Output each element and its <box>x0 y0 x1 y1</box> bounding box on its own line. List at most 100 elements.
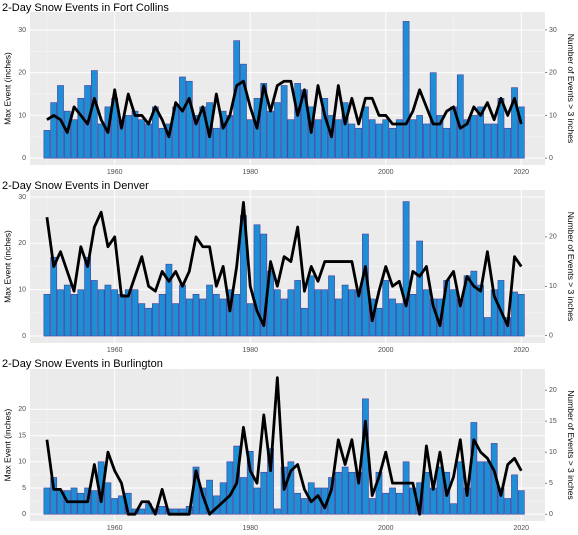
bar <box>158 127 166 159</box>
bar <box>260 471 268 515</box>
bar <box>77 289 85 337</box>
y-tick-label: 0 <box>22 511 26 518</box>
bar <box>246 303 254 337</box>
bar <box>504 498 512 515</box>
y2-tick-label: 15 <box>549 418 557 425</box>
y-tick-label: 20 <box>18 70 26 77</box>
x-tick-label: 2000 <box>378 169 394 176</box>
y2-tick-label: 30 <box>549 27 557 34</box>
bar <box>395 492 403 515</box>
bar <box>63 110 71 159</box>
bar <box>450 289 457 337</box>
bar <box>97 123 105 159</box>
bar <box>389 298 396 337</box>
line-series <box>45 200 523 328</box>
bar <box>511 474 518 515</box>
y-tick-label: 20 <box>18 406 26 413</box>
bar <box>77 492 85 515</box>
bar <box>490 123 498 159</box>
bar <box>179 76 186 159</box>
y-tick-label: 10 <box>18 287 26 294</box>
bar <box>50 477 58 515</box>
bar <box>138 119 146 159</box>
chart-title: 2-Day Snow Events in Denver <box>2 180 149 192</box>
y-tick-label: 30 <box>18 27 26 34</box>
bar <box>240 477 247 515</box>
bar <box>328 275 335 337</box>
bar <box>484 461 491 515</box>
bar <box>423 123 430 159</box>
x-tick-label: 2000 <box>378 525 394 532</box>
bar <box>111 498 119 515</box>
bar <box>517 106 525 159</box>
y2-tick-label: 20 <box>549 387 557 394</box>
bar <box>192 294 200 337</box>
bar <box>158 294 166 337</box>
bar <box>111 289 119 337</box>
bar <box>307 275 315 337</box>
bar <box>43 130 51 159</box>
bar <box>273 289 281 337</box>
bar <box>43 487 51 515</box>
bar <box>70 294 78 337</box>
bar <box>226 461 234 515</box>
bar <box>429 487 437 515</box>
bar <box>375 123 383 159</box>
bar <box>341 466 349 515</box>
y2-tick-label: 10 <box>549 283 557 290</box>
y-axis-label: Max Event (inches) <box>2 408 12 481</box>
y2-tick-label: 5 <box>549 480 553 487</box>
y-tick-label: 0 <box>22 155 26 162</box>
x-tick-label: 1980 <box>242 347 258 354</box>
bar <box>273 102 281 159</box>
bar <box>409 294 417 337</box>
y-tick-label: 15 <box>18 432 26 439</box>
bar <box>416 115 423 159</box>
bar <box>511 87 518 159</box>
bar <box>260 83 268 159</box>
bar <box>172 303 180 337</box>
x-tick-label: 2000 <box>378 347 394 354</box>
bar <box>145 307 152 337</box>
bar <box>456 461 464 515</box>
bar <box>63 284 71 337</box>
bar <box>294 280 302 337</box>
bar <box>273 508 281 515</box>
line-series <box>45 376 523 516</box>
bar <box>77 98 85 159</box>
bar <box>334 471 342 515</box>
bar <box>253 224 261 337</box>
bar <box>402 21 410 159</box>
y-tick-label: 10 <box>18 112 26 119</box>
bar <box>294 83 302 159</box>
bar <box>497 487 505 515</box>
bar <box>436 115 444 159</box>
bar <box>517 294 525 337</box>
bar <box>314 119 322 159</box>
bar <box>341 284 349 337</box>
bar <box>226 289 234 337</box>
bar <box>50 256 58 337</box>
bar <box>355 127 363 159</box>
y-tick-label: 20 <box>18 240 26 247</box>
y-tick-label: 0 <box>22 333 26 340</box>
y2-tick-label: 20 <box>549 234 557 241</box>
bar <box>280 85 288 159</box>
bar <box>165 263 173 337</box>
y2-tick-label: 0 <box>549 332 553 339</box>
bar <box>382 492 390 515</box>
bar <box>368 119 376 159</box>
bar <box>91 280 98 337</box>
bar <box>477 461 484 515</box>
bar <box>301 498 308 515</box>
y2-tick-label: 20 <box>549 70 557 77</box>
bar <box>267 448 274 515</box>
bar <box>382 119 390 159</box>
bar <box>321 289 329 337</box>
y2-axis-label: Number of Events > 3 inches <box>566 34 576 143</box>
x-tick-label: 2020 <box>513 169 529 176</box>
bar <box>219 298 227 337</box>
bar <box>152 303 159 337</box>
bar <box>511 291 518 337</box>
bar <box>470 115 478 159</box>
